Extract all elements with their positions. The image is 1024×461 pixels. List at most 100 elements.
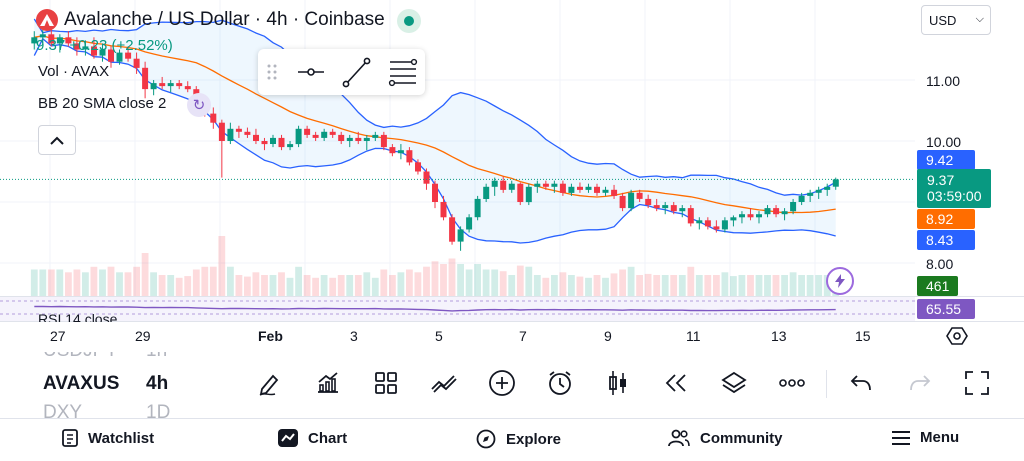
chart-icon: [278, 429, 298, 447]
volume-bar: [414, 272, 422, 297]
candle-body: [790, 202, 797, 212]
rsi-legend[interactable]: RSI 14 close: [38, 311, 118, 322]
candle-body: [270, 137, 276, 144]
bottom-nav: Watchlist Chart Explore Community Menu: [0, 418, 1024, 461]
volume-bar: [755, 275, 763, 296]
avalanche-logo-icon: [36, 9, 58, 31]
rsi-tag: 65.55: [917, 299, 975, 319]
volume-bar: [738, 275, 746, 296]
symbol-picker[interactable]: USDJPY 1h AVAXUS 4h DXY 1D: [40, 352, 180, 418]
volume-bar: [227, 266, 234, 296]
lightning-icon[interactable]: [826, 267, 854, 295]
candle-body: [278, 137, 285, 148]
drag-handle-icon[interactable]: [267, 64, 277, 80]
indicators-icon[interactable]: [313, 368, 343, 398]
horizontal-ray-icon[interactable]: [298, 68, 324, 76]
nav-explore[interactable]: Explore: [476, 429, 561, 449]
candle-body: [721, 220, 728, 230]
layout-grid-icon[interactable]: [371, 368, 401, 398]
nav-community[interactable]: Community: [668, 429, 783, 447]
candle-body: [423, 171, 430, 184]
fullscreen-icon[interactable]: [962, 368, 992, 398]
volume-bar: [508, 275, 516, 296]
current-symbol-name: AVAXUS: [43, 373, 120, 394]
candle-body: [167, 83, 174, 87]
candle-body: [329, 131, 336, 135]
volume-bar: [312, 277, 319, 297]
collapse-legend-button[interactable]: [38, 125, 76, 155]
volume-bar: [448, 258, 456, 296]
candle-body: [517, 183, 524, 202]
alert-clock-icon[interactable]: [545, 368, 575, 398]
volume-bar: [175, 277, 183, 297]
layers-icon[interactable]: [719, 368, 749, 398]
volume-bar: [380, 269, 388, 296]
next-symbol[interactable]: DXY 1D: [43, 402, 170, 418]
price-chart[interactable]: [0, 0, 1024, 322]
candle-body: [449, 217, 456, 242]
current-symbol[interactable]: AVAXUS 4h: [43, 373, 168, 395]
volume-bar: [559, 272, 567, 297]
volume-bar: [423, 266, 430, 296]
volume-bar: [107, 266, 115, 296]
price-axis-tick: 8.00: [926, 256, 954, 272]
nav-explore-label: Explore: [506, 430, 562, 448]
community-icon: [668, 429, 690, 447]
candle-type-icon[interactable]: [603, 368, 633, 398]
candle-body: [730, 217, 737, 221]
chart-area[interactable]: Avalanche / US Dollar · 4h · Coinbase 9.…: [0, 0, 1024, 322]
time-tick: 5: [435, 328, 443, 344]
price-change: 9.37 +0.23 (+2.52%): [36, 37, 173, 54]
redo-icon[interactable]: [905, 368, 935, 398]
candle-body: [65, 37, 72, 44]
nav-chart[interactable]: Chart: [278, 429, 347, 447]
volume-bar: [65, 272, 72, 297]
volume-bar: [133, 266, 140, 296]
candle-body: [235, 128, 242, 132]
rsi-line: [34, 305, 836, 312]
replay-icon[interactable]: [661, 368, 691, 398]
prev-symbol[interactable]: USDJPY 1h: [43, 352, 167, 362]
volume-bar: [39, 269, 47, 296]
candle-body: [525, 186, 532, 203]
candle-body: [832, 179, 839, 187]
chart-settings-icon[interactable]: [946, 325, 968, 347]
candle-body: [321, 131, 328, 138]
time-axis[interactable]: 27 29 Feb 3 5 7 9 11 13 15: [0, 322, 1024, 352]
volume-bar: [116, 272, 123, 297]
bb-lower-tag: 8.43: [917, 230, 975, 250]
undo-icon[interactable]: [846, 368, 876, 398]
nav-watchlist[interactable]: Watchlist: [62, 429, 154, 447]
candle-body: [125, 52, 132, 59]
fib-retracement-icon[interactable]: [388, 58, 418, 87]
candle-body: [457, 229, 464, 242]
nav-menu[interactable]: Menu: [892, 429, 959, 446]
candle-body: [483, 186, 490, 199]
volume-bar: [695, 275, 703, 296]
candle-body: [491, 180, 498, 187]
candle-body: [440, 202, 447, 218]
trend-line-icon[interactable]: [342, 57, 371, 88]
bb-upper-tag: 9.42: [917, 150, 975, 170]
candle-body: [133, 58, 140, 68]
volume-bar: [568, 275, 575, 296]
volume-bar: [286, 277, 294, 297]
pencil-icon[interactable]: [255, 368, 285, 398]
compare-icon[interactable]: [429, 368, 459, 398]
candle-body: [559, 183, 566, 193]
volume-legend[interactable]: Vol · AVAX: [38, 63, 110, 80]
volume-bar: [295, 266, 302, 296]
candle-body: [372, 134, 379, 138]
currency-select[interactable]: USD ⌵: [921, 5, 991, 35]
volume-bar: [303, 275, 311, 296]
volume-bar: [764, 275, 771, 296]
candle-body: [704, 220, 711, 227]
bollinger-legend[interactable]: BB 20 SMA close 2: [38, 95, 167, 112]
add-icon[interactable]: [487, 368, 517, 398]
candle-body: [807, 192, 814, 196]
more-icon[interactable]: [777, 368, 807, 398]
last-price-tag: 9.37 03:59:00: [917, 169, 991, 208]
symbol-title[interactable]: Avalanche / US Dollar · 4h · Coinbase: [64, 9, 385, 30]
candle-body: [577, 186, 583, 190]
refresh-icon[interactable]: ↻: [187, 93, 211, 117]
